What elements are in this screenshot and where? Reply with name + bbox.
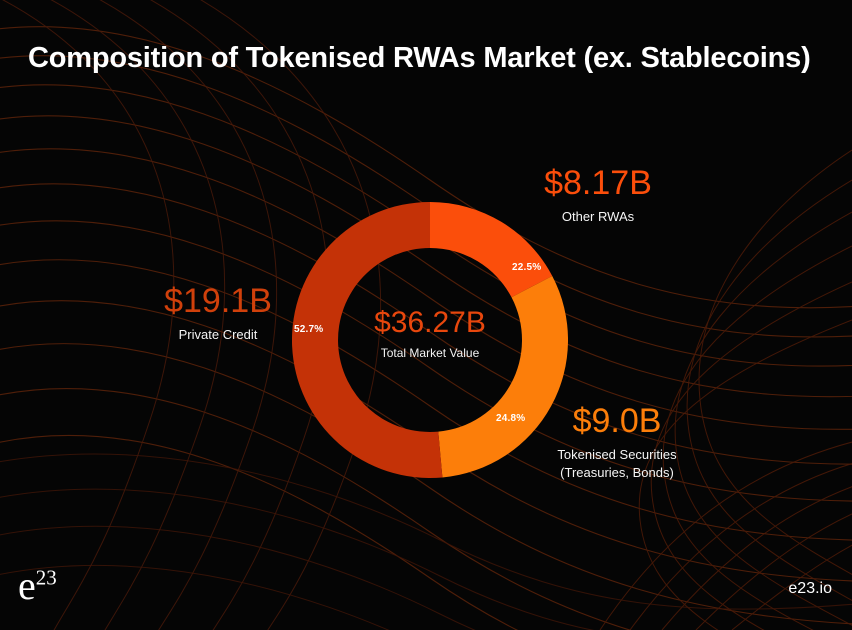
callout-tokenised-securities-label: Tokenised Securities (Treasuries, Bonds)	[517, 446, 717, 481]
website-url: e23.io	[788, 580, 832, 597]
donut-chart	[292, 202, 568, 478]
slice-percent-tokenised-securities: 24.8%	[496, 413, 526, 424]
e23-logo: e23	[18, 566, 57, 606]
callout-tokenised-securities-label-line2: (Treasuries, Bonds)	[560, 464, 674, 480]
slice-percent-private-credit: 52.7%	[294, 324, 324, 335]
callout-other-rwas-value: $8.17B	[544, 164, 652, 202]
total-market-value-caption: Total Market Value	[380, 346, 480, 360]
callout-private-credit-label: Private Credit	[178, 327, 258, 342]
donut-slice-other-rwas[interactable]	[430, 202, 553, 298]
callout-tokenised-securities-value: $9.0B	[572, 402, 662, 440]
logo-base-letter: e	[18, 563, 36, 608]
donut-center-label: $36.27B Total Market Value	[330, 306, 530, 361]
total-market-value: $36.27B	[374, 306, 486, 339]
logo-superscript: 23	[35, 565, 57, 590]
donut-slice-private-credit[interactable]	[292, 202, 443, 478]
callout-other-rwas-label: Other RWAs	[561, 209, 635, 224]
callout-other-rwas: $8.17B Other RWAs	[498, 166, 698, 226]
callout-tokenised-securities: $9.0B Tokenised Securities (Treasuries, …	[517, 404, 717, 481]
slice-percent-other-rwas: 22.5%	[512, 262, 542, 273]
donut-slice-tokenised-securities[interactable]	[438, 275, 568, 478]
callout-tokenised-securities-label-line1: Tokenised Securities	[557, 447, 677, 462]
page-title: Composition of Tokenised RWAs Market (ex…	[28, 42, 811, 74]
callout-private-credit: $19.1B Private Credit	[118, 284, 318, 344]
callout-private-credit-value: $19.1B	[164, 282, 272, 320]
